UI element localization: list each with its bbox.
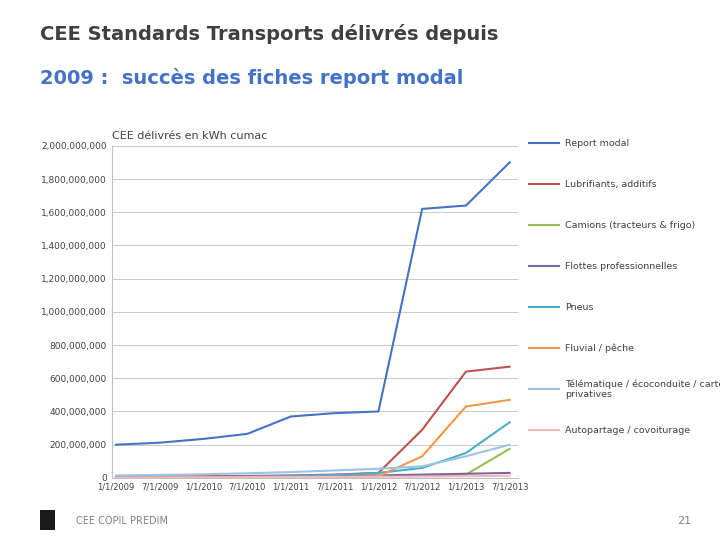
Text: Fluvial / pêche: Fluvial / pêche xyxy=(565,343,634,353)
Text: 2009 :  succès des fiches report modal: 2009 : succès des fiches report modal xyxy=(40,68,463,87)
Text: CEE COPIL PREDIM: CEE COPIL PREDIM xyxy=(76,516,168,526)
Text: Report modal: Report modal xyxy=(565,139,629,147)
Text: Autopartage / covoiturage: Autopartage / covoiturage xyxy=(565,426,690,435)
Text: Camions (tracteurs & frigo): Camions (tracteurs & frigo) xyxy=(565,221,696,230)
Text: Télématique / écoconduite / cartes
privatives: Télématique / écoconduite / cartes priva… xyxy=(565,380,720,399)
Text: CEE Standards Transports délivrés depuis: CEE Standards Transports délivrés depuis xyxy=(40,24,498,44)
Text: Flottes professionnelles: Flottes professionnelles xyxy=(565,262,678,271)
Text: 21: 21 xyxy=(677,516,691,526)
Text: Pneus: Pneus xyxy=(565,303,594,312)
Text: CEE délivrés en kWh cumac: CEE délivrés en kWh cumac xyxy=(112,131,267,141)
Text: Lubrifiants, additifs: Lubrifiants, additifs xyxy=(565,180,657,188)
